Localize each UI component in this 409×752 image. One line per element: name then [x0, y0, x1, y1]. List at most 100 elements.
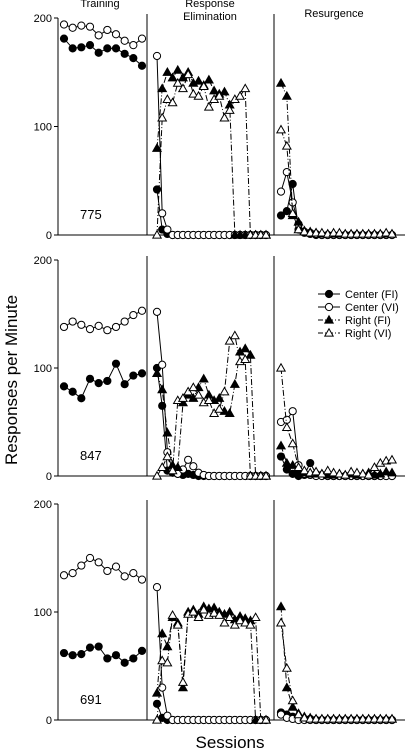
y-tick-label: 0: [46, 471, 52, 483]
data-point-right_vi: [177, 83, 189, 93]
series-center_fi: [59, 34, 397, 240]
legend-label: Center (VI): [345, 302, 399, 314]
data-point-right_vi: [177, 393, 189, 402]
data-point-right_fi: [245, 349, 256, 359]
data-point-right_vi: [351, 467, 363, 477]
legend-marker: [324, 289, 334, 299]
data-point-right_vi: [322, 465, 333, 475]
data-point-center_vi: [163, 711, 172, 720]
data-point-center_fi: [137, 369, 147, 378]
data-point-right_fi: [214, 393, 225, 402]
data-point-right_vi: [234, 615, 246, 625]
data-point-center_vi: [129, 569, 138, 578]
legend-label: Center (FI): [345, 289, 398, 301]
data-point-center_fi: [152, 699, 162, 708]
data-point-center_vi: [158, 360, 167, 369]
data-point-right_vi: [287, 438, 298, 448]
data-point-right_vi: [357, 468, 368, 478]
data-point-right_vi: [334, 227, 345, 237]
data-point-center_fi: [137, 61, 147, 70]
data-point-center_fi: [85, 41, 95, 50]
data-point-right_vi: [369, 228, 380, 238]
data-point-right_vi: [193, 612, 204, 622]
y-tick-label: 100: [34, 122, 52, 134]
data-point-right_vi: [167, 610, 178, 619]
data-point-right_vi: [340, 713, 351, 723]
data-point-center_vi: [129, 41, 138, 50]
data-point-right_vi: [188, 382, 199, 392]
panel-691: 0 100 200 691: [34, 499, 405, 727]
data-point-center_fi: [68, 44, 77, 53]
data-point-center_vi: [68, 23, 77, 32]
data-point-center_fi: [129, 654, 138, 663]
data-point-right_vi: [198, 81, 209, 91]
data-point-right_fi: [162, 427, 173, 437]
data-point-right_fi: [281, 90, 292, 100]
data-point-right_vi: [346, 713, 357, 723]
data-point-center_fi: [103, 44, 112, 53]
data-point-right_vi: [299, 226, 310, 236]
data-point-right_vi: [287, 208, 298, 217]
series-line-right_vi-elimination: [156, 334, 266, 477]
data-point-right_fi: [151, 142, 163, 152]
data-point-right_vi: [363, 713, 374, 723]
data-point-right_vi: [328, 713, 339, 723]
x-axis-label: Sessions: [196, 733, 265, 752]
data-point-right_vi: [275, 124, 287, 134]
data-point-center_fi: [120, 658, 129, 667]
data-point-right_vi: [299, 712, 310, 722]
data-point-right_vi: [363, 469, 374, 479]
data-point-center_fi: [120, 380, 129, 389]
subject-label: 847: [80, 448, 102, 463]
series-line-right_vi-elimination: [156, 72, 266, 236]
data-point-center_vi: [111, 562, 121, 571]
data-point-center_fi: [111, 44, 121, 53]
subject-label: 775: [80, 207, 102, 222]
data-point-right_vi: [386, 228, 398, 238]
panels: 0 100 200 775 0 100 200 847 0 100 200 691: [34, 13, 405, 727]
data-point-right_vi: [305, 713, 316, 723]
data-point-right_vi: [229, 330, 240, 340]
data-point-center_fi: [276, 211, 286, 220]
series-line-center_vi-training: [63, 557, 143, 581]
data-point-center_vi: [120, 36, 129, 45]
series-line-right_fi-elimination: [156, 69, 266, 236]
data-point-center_fi: [94, 379, 103, 388]
data-point-right_vi: [375, 713, 386, 723]
data-point-center_fi: [94, 642, 103, 651]
data-point-right_vi: [172, 619, 183, 629]
data-point-center_fi: [137, 646, 147, 655]
data-point-center_vi: [77, 21, 86, 30]
series-line-right_fi-resurgence: [280, 82, 392, 235]
series-line-center_vi-elimination: [156, 311, 266, 477]
data-point-right_fi: [162, 641, 173, 651]
data-point-right_fi: [281, 457, 292, 467]
data-point-right_fi: [193, 75, 204, 85]
data-point-center_fi: [282, 207, 291, 216]
data-point-center_vi: [120, 317, 129, 326]
data-point-right_vi: [250, 612, 261, 622]
panel-775: 0 100 200 775: [34, 13, 405, 242]
legend: Center (FI)Center (VI)Right (FI)Right (V…: [318, 289, 399, 340]
data-point-right_fi: [287, 701, 298, 711]
data-point-right_vi: [240, 617, 251, 627]
data-point-center_vi: [103, 566, 112, 576]
y-tick-label: 200: [34, 255, 52, 267]
data-point-center_vi: [120, 572, 129, 581]
data-point-right_vi: [151, 229, 163, 239]
data-point-right_vi: [293, 709, 304, 719]
data-point-right_vi: [281, 662, 292, 672]
y-tick-label: 200: [34, 13, 52, 25]
data-point-right_fi: [229, 378, 240, 388]
data-point-right_vi: [162, 94, 173, 104]
data-point-right_fi: [172, 64, 183, 74]
data-point-right_vi: [229, 619, 240, 629]
series-right_vi: [151, 330, 398, 480]
data-point-right_vi: [209, 408, 220, 418]
series-right_vi: [151, 69, 398, 239]
series-line-center_vi-training: [63, 310, 143, 331]
data-point-right_vi: [334, 468, 345, 478]
data-point-right_vi: [219, 386, 230, 396]
legend-entry-right_vi: Right (VI): [318, 327, 391, 340]
